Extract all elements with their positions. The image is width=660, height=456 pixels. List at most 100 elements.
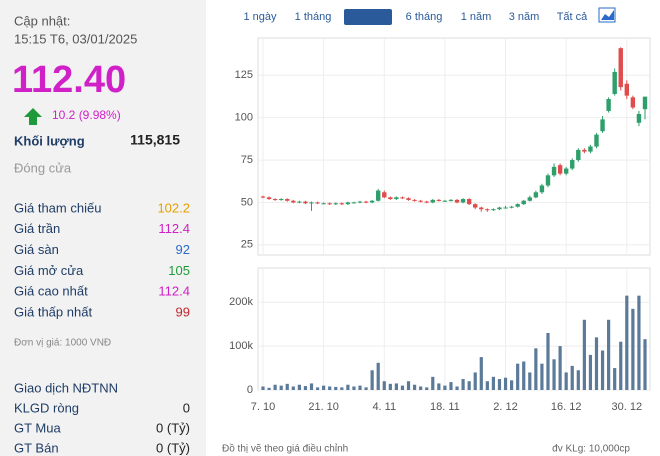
- close-label: Đóng cửa: [14, 160, 72, 175]
- period-button[interactable]: 3 năm: [509, 11, 540, 23]
- volume-bar: [394, 383, 398, 390]
- period-button[interactable]: 1 ngày: [243, 11, 277, 23]
- period-button[interactable]: 6 tháng: [406, 11, 443, 23]
- volume-bar: [528, 372, 532, 390]
- volume-bar: [291, 386, 295, 390]
- candle-body: [345, 202, 351, 205]
- volume-bar: [285, 383, 289, 390]
- row-value: 0 (Tỷ): [156, 420, 190, 435]
- volume-bar: [376, 362, 380, 390]
- candle-body: [570, 160, 575, 169]
- period-button[interactable]: 1 tháng: [295, 11, 332, 23]
- row-label: Giá sàn: [14, 242, 59, 257]
- volume-bar: [607, 319, 611, 390]
- candle-body: [612, 71, 617, 94]
- info-panel: [0, 0, 206, 456]
- candle-body: [303, 201, 308, 204]
- candle-body: [291, 200, 296, 203]
- volume-bar: [388, 383, 392, 390]
- volume-bar: [510, 380, 514, 390]
- y-tick-label: 0: [247, 384, 253, 396]
- volume-bar: [479, 357, 483, 390]
- x-tick-label: 16. 12: [551, 401, 582, 413]
- candle-body: [491, 209, 496, 211]
- x-tick-label: 30. 12: [612, 401, 643, 413]
- y-tick-label: 125: [235, 69, 253, 81]
- candle-body: [551, 166, 557, 176]
- volume-bar: [406, 381, 411, 390]
- row-label: GT Bán: [14, 440, 59, 455]
- x-tick-label: 2. 12: [493, 401, 517, 413]
- y-tick-label: 200k: [229, 296, 253, 308]
- x-tick-label: 4. 11: [372, 401, 396, 413]
- candle-body: [321, 203, 326, 205]
- candle-body: [436, 199, 442, 201]
- volume-bar: [352, 386, 356, 390]
- volume-bar: [455, 386, 459, 390]
- row-value: 99: [176, 304, 190, 319]
- candle-body: [466, 199, 472, 205]
- candle-body: [278, 199, 284, 201]
- candle-body: [454, 199, 460, 203]
- volume-bar: [261, 386, 265, 390]
- candle-body: [388, 197, 393, 200]
- period-button[interactable]: 3 tháng: [350, 11, 387, 23]
- price: 112.40: [12, 59, 126, 101]
- candle-body: [285, 199, 290, 201]
- volume-bar: [503, 377, 508, 390]
- period-button[interactable]: Tất cả: [557, 11, 588, 23]
- volume-bar: [631, 308, 635, 390]
- volume-bar: [370, 370, 374, 390]
- row-value: 0: [183, 400, 190, 415]
- candle-body: [339, 203, 345, 205]
- chart-icon[interactable]: [598, 7, 616, 23]
- up-arrow: [24, 108, 42, 125]
- candle-body: [406, 198, 411, 200]
- row-value: 112.4: [158, 221, 190, 236]
- y-tick-label: 75: [241, 154, 253, 166]
- volume-bar: [315, 387, 320, 390]
- candle-body: [545, 175, 551, 186]
- volume-bar: [576, 370, 580, 390]
- candle-body: [400, 197, 405, 199]
- volume-label: Khối lượng: [14, 133, 85, 148]
- row-label: Giá cao nhất: [14, 284, 88, 299]
- volume-bar: [443, 385, 447, 390]
- x-tick-label: 7. 10: [251, 401, 275, 413]
- candle-body: [515, 204, 520, 207]
- candle-body: [351, 202, 357, 204]
- volume-bar: [437, 383, 441, 390]
- candle-body: [485, 209, 490, 211]
- volume-bar: [461, 379, 465, 390]
- volume-bar: [340, 387, 344, 390]
- candle-body: [394, 197, 399, 200]
- candle-body: [539, 185, 545, 193]
- candle-body: [376, 190, 381, 201]
- volume-bar: [309, 383, 314, 390]
- update-time: 15:15 T6, 03/01/2025: [14, 31, 137, 46]
- period-button[interactable]: 1 năm: [461, 11, 492, 23]
- row-value: 112.4: [158, 284, 190, 299]
- chart-icon-shape[interactable]: [601, 10, 614, 20]
- row-label: KLGD ròng: [14, 400, 79, 415]
- row-value: 105: [168, 263, 190, 278]
- footer-note: Đồ thị vẽ theo giá điều chỉnh: [222, 443, 348, 455]
- candle-body: [430, 199, 435, 203]
- y-tick-label: 25: [241, 239, 253, 251]
- volume-bar: [582, 319, 586, 390]
- candle-body: [606, 99, 611, 111]
- candle-body: [503, 207, 508, 209]
- volume-bar: [613, 368, 617, 390]
- candle-body: [327, 203, 332, 205]
- volume-bar: [491, 376, 496, 390]
- candle-body: [509, 206, 514, 208]
- update-label: Cập nhật:: [14, 13, 70, 28]
- volume-bar: [425, 387, 429, 390]
- period-button-active[interactable]: [344, 9, 392, 25]
- candle-body: [533, 192, 539, 198]
- candle-body: [412, 199, 417, 201]
- volume-bar: [637, 295, 641, 390]
- candle-body: [266, 197, 272, 200]
- volume-bar: [419, 386, 423, 390]
